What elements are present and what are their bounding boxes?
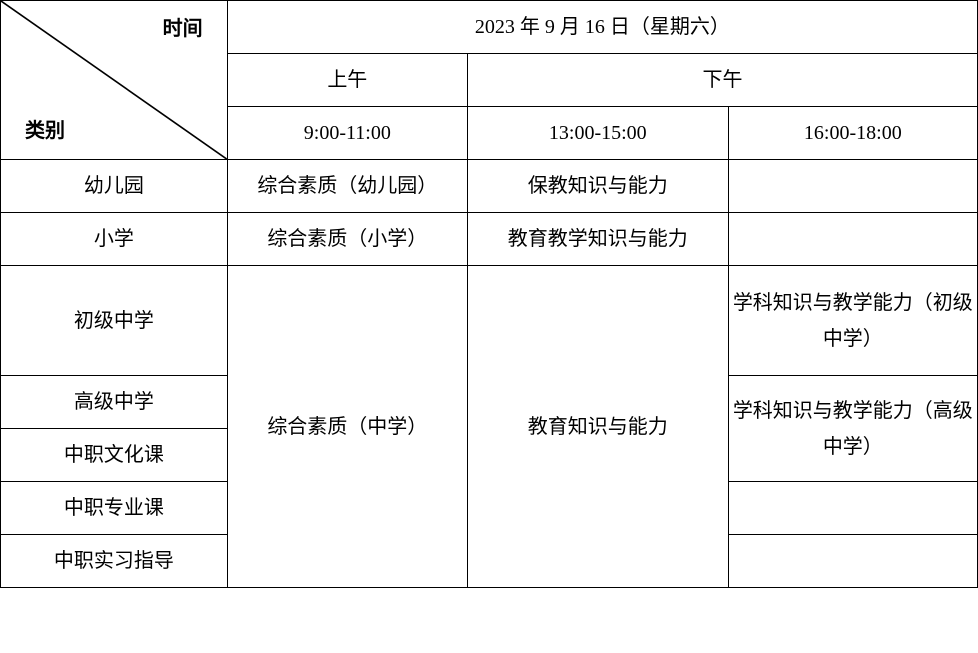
kindergarten-subj2: 保教知识与能力 (467, 160, 728, 213)
junior-label: 初级中学 (1, 266, 228, 376)
senior-label: 高级中学 (1, 376, 228, 429)
vocational-intern-subj3 (728, 535, 977, 588)
kindergarten-subj3 (728, 160, 977, 213)
slot3-header: 16:00-18:00 (728, 107, 977, 160)
vocational-major-subj3 (728, 482, 977, 535)
primary-subj2: 教育教学知识与能力 (467, 213, 728, 266)
diagonal-header-cell: 时间 类别 (1, 1, 228, 160)
middle-subj2: 教育知识与能力 (467, 266, 728, 588)
kindergarten-label: 幼儿园 (1, 160, 228, 213)
vocational-culture-label: 中职文化课 (1, 429, 228, 482)
date-header: 2023 年 9 月 16 日（星期六） (227, 1, 977, 54)
vocational-major-label: 中职专业课 (1, 482, 228, 535)
kindergarten-subj1: 综合素质（幼儿园） (227, 160, 467, 213)
senior-subj3: 学科知识与教学能力（高级中学） (728, 376, 977, 482)
slot1-header: 9:00-11:00 (227, 107, 467, 160)
primary-subj3 (728, 213, 977, 266)
primary-subj1: 综合素质（小学） (227, 213, 467, 266)
primary-label: 小学 (1, 213, 228, 266)
afternoon-header: 下午 (467, 54, 977, 107)
slot2-header: 13:00-15:00 (467, 107, 728, 160)
junior-subj3: 学科知识与教学能力（初级中学） (728, 266, 977, 376)
middle-subj1: 综合素质（中学） (227, 266, 467, 588)
category-header-label: 类别 (25, 113, 65, 149)
time-header-label: 时间 (163, 11, 203, 47)
morning-header: 上午 (227, 54, 467, 107)
vocational-intern-label: 中职实习指导 (1, 535, 228, 588)
schedule-table: 时间 类别 2023 年 9 月 16 日（星期六） 上午 下午 9:00-11… (0, 0, 978, 588)
